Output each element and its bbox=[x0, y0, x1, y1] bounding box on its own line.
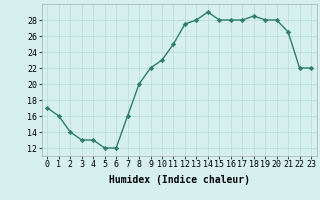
X-axis label: Humidex (Indice chaleur): Humidex (Indice chaleur) bbox=[109, 175, 250, 185]
